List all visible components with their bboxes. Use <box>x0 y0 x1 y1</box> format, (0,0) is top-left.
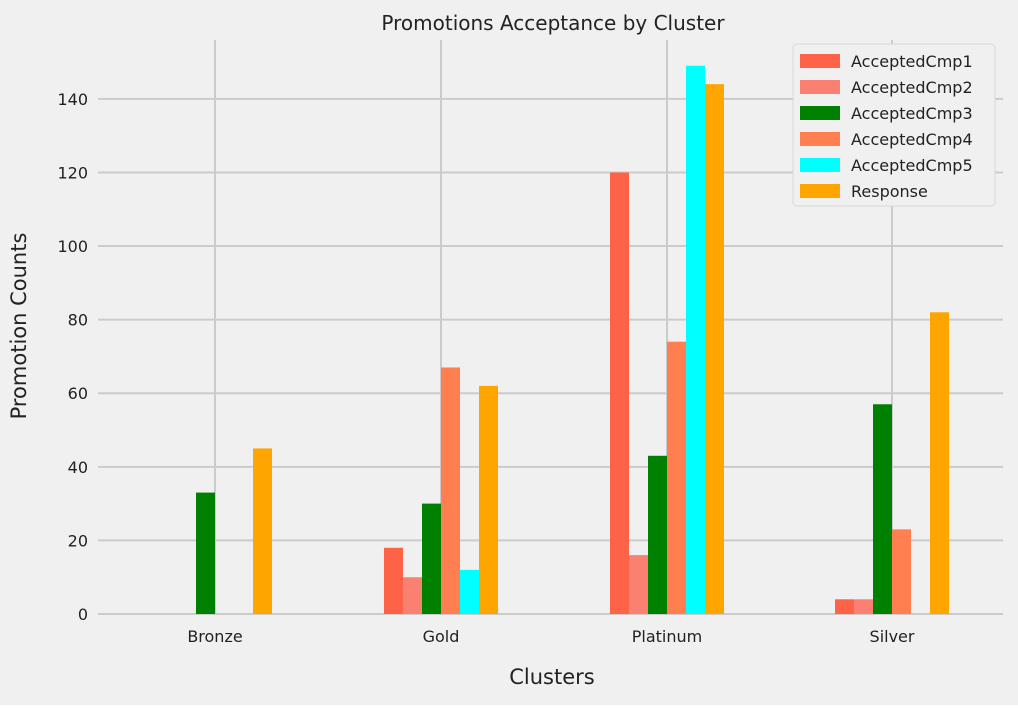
bar-acceptedcmp1-gold <box>384 547 403 614</box>
bars <box>196 65 949 614</box>
legend-label: AcceptedCmp1 <box>851 52 973 71</box>
bar-acceptedcmp2-platinum <box>629 555 648 614</box>
bar-acceptedcmp5-platinum <box>686 65 705 614</box>
y-tick-label: 80 <box>68 311 88 330</box>
y-ticks: 0 20 40 60 80 100 120 140 <box>57 90 88 624</box>
chart-title: Promotions Acceptance by Cluster <box>381 11 725 35</box>
bar-response-silver <box>930 312 949 614</box>
bar-response-platinum <box>705 84 724 614</box>
bar-acceptedcmp4-platinum <box>667 341 686 614</box>
bar-acceptedcmp3-platinum <box>648 455 667 614</box>
y-tick-label: 0 <box>78 605 88 624</box>
y-axis-label: Promotion Counts <box>7 233 31 420</box>
y-tick-label: 40 <box>68 458 88 477</box>
bar-acceptedcmp2-silver <box>854 599 873 614</box>
y-tick-label: 20 <box>68 531 88 550</box>
legend-label: AcceptedCmp5 <box>851 156 973 175</box>
x-tick-label: Silver <box>870 627 915 646</box>
x-tick-label: Gold <box>423 627 460 646</box>
legend-swatch <box>800 158 840 172</box>
y-tick-label: 100 <box>57 237 88 256</box>
bar-acceptedcmp5-gold <box>460 569 479 614</box>
bar-acceptedcmp4-gold <box>441 367 460 614</box>
y-tick-label: 60 <box>68 384 88 403</box>
bar-acceptedcmp3-silver <box>873 404 892 614</box>
bar-response-gold <box>479 385 498 614</box>
x-tick-label: Platinum <box>632 627 702 646</box>
y-tick-label: 140 <box>57 90 88 109</box>
legend-swatch <box>800 184 840 198</box>
x-ticks: Bronze Gold Platinum Silver <box>187 627 915 646</box>
legend-swatch <box>800 80 840 94</box>
bar-acceptedcmp3-bronze <box>196 492 215 614</box>
legend-label: AcceptedCmp4 <box>851 130 973 149</box>
legend-swatch <box>800 132 840 146</box>
legend-label: Response <box>851 182 928 201</box>
legend-label: AcceptedCmp2 <box>851 78 973 97</box>
legend-swatch <box>800 106 840 120</box>
bar-acceptedcmp3-gold <box>422 503 441 614</box>
bar-acceptedcmp1-silver <box>835 599 854 614</box>
x-tick-label: Bronze <box>187 627 242 646</box>
legend-swatch <box>800 54 840 68</box>
legend-label: AcceptedCmp3 <box>851 104 973 123</box>
bar-acceptedcmp2-gold <box>403 577 422 614</box>
bar-acceptedcmp4-silver <box>892 529 911 614</box>
legend-box <box>792 43 996 207</box>
x-axis-label: Clusters <box>509 665 594 689</box>
bar-acceptedcmp1-platinum <box>610 172 629 614</box>
legend: AcceptedCmp1 AcceptedCmp2 AcceptedCmp3 Acce… <box>792 43 996 207</box>
bar-response-bronze <box>253 448 272 614</box>
y-tick-label: 120 <box>57 163 88 182</box>
